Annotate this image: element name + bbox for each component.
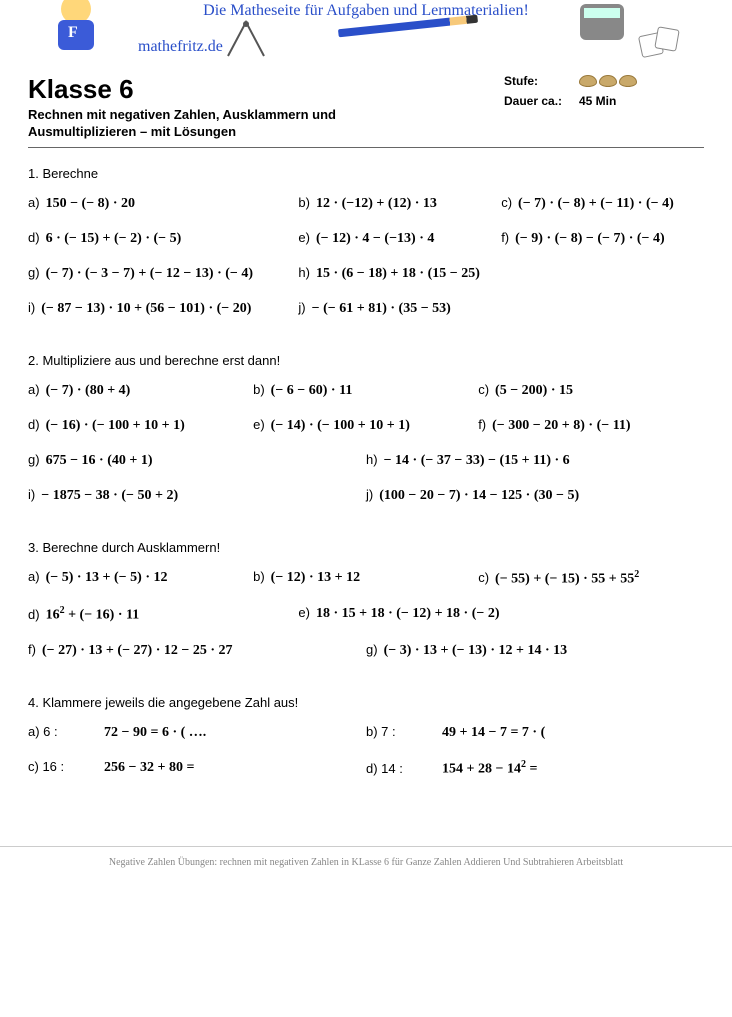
s2-f: (− 300 − 20 + 8) · (− 11) (492, 418, 630, 434)
page-title: Klasse 6 (28, 74, 504, 105)
dauer-label: Dauer ca.: (504, 94, 579, 108)
s4-d-expr: 154 + 28 − 142 = (442, 759, 537, 778)
s4-a-label: a) 6 : (28, 724, 98, 739)
s1-i: (− 87 − 13) · 10 + (56 − 101) · (− 20) (41, 301, 251, 317)
s2-e: (− 14) · (− 100 + 10 + 1) (271, 418, 410, 434)
s3-c: (− 55) + (− 15) · 55 + 552 (495, 569, 639, 588)
s3-d: 162 + (− 16) · 11 (46, 605, 140, 624)
banner: Die Matheseite für Aufgaben und Lernmate… (28, 0, 704, 70)
s2-b: (− 6 − 60) · 11 (271, 383, 353, 399)
section-4-problems: a) 6 : 72 − 90 = 6 · ( …. b) 7 : 49 + 14… (28, 724, 704, 796)
mascot-illustration: F (46, 0, 106, 64)
site-name: mathefritz.de (138, 38, 223, 56)
s2-i: − 1875 − 38 · (− 50 + 2) (41, 488, 178, 504)
section-1-title: 1. Berechne (28, 166, 704, 181)
section-3-problems: a)(− 5) · 13 + (− 5) · 12 b)(− 12) · 13 … (28, 569, 704, 677)
s2-j: (100 − 20 − 7) · 14 − 125 · (30 − 5) (379, 488, 579, 504)
s2-d: (− 16) · (− 100 + 10 + 1) (46, 418, 185, 434)
section-1-problems: a)150 − (− 8) · 20 b)12 · (−12) + (12) ·… (28, 195, 704, 335)
header-row: Klasse 6 Rechnen mit negativen Zahlen, A… (28, 74, 704, 141)
section-2-title: 2. Multipliziere aus und berechne erst d… (28, 353, 704, 368)
stufe-label: Stufe: (504, 74, 579, 88)
bean-icon (579, 75, 597, 87)
s4-d-label: d) 14 : (366, 761, 436, 776)
bean-icon (619, 75, 637, 87)
header-rule (28, 147, 704, 148)
calculator-icon (580, 4, 624, 40)
difficulty-beans (579, 75, 637, 87)
section-3-title: 3. Berechne durch Ausklammern! (28, 540, 704, 555)
s2-c: (5 − 200) · 15 (495, 383, 573, 399)
s1-g: (− 7) · (− 3 − 7) + (− 12 − 13) · (− 4) (46, 266, 253, 282)
section-2-problems: a)(− 7) · (80 + 4) b)(− 6 − 60) · 11 c)(… (28, 382, 704, 522)
s4-c-label: c) 16 : (28, 759, 98, 774)
s4-a-expr: 72 − 90 = 6 · ( …. (104, 725, 206, 741)
worksheet-page: Die Matheseite für Aufgaben und Lernmate… (0, 0, 732, 816)
s3-b: (− 12) · 13 + 12 (271, 570, 360, 586)
s4-c-expr: 256 − 32 + 80 = (104, 760, 194, 776)
s1-b: 12 · (−12) + (12) · 13 (316, 196, 437, 212)
footer-caption: Negative Zahlen Übungen: rechnen mit neg… (0, 846, 732, 876)
s1-a: 150 − (− 8) · 20 (46, 196, 135, 212)
bean-icon (599, 75, 617, 87)
s3-a: (− 5) · 13 + (− 5) · 12 (46, 570, 168, 586)
mascot-letter: F (68, 24, 78, 42)
s1-c: (− 7) · (− 8) + (− 11) · (− 4) (518, 196, 674, 212)
s2-g: 675 − 16 · (40 + 1) (46, 453, 153, 469)
dice-icon (640, 28, 680, 58)
s1-j: − (− 61 + 81) · (35 − 53) (312, 301, 451, 317)
s4-b-expr: 49 + 14 − 7 = 7 · ( (442, 725, 545, 741)
s2-h: − 14 · (− 37 − 33) − (15 + 11) · 6 (384, 453, 570, 469)
s2-a: (− 7) · (80 + 4) (46, 383, 131, 399)
page-subtitle: Rechnen mit negativen Zahlen, Ausklammer… (28, 107, 388, 141)
compass-icon (218, 18, 278, 58)
s1-h: 15 · (6 − 18) + 18 · (15 − 25) (316, 266, 480, 282)
section-4-title: 4. Klammere jeweils die angegebene Zahl … (28, 695, 704, 710)
s3-f: (− 27) · 13 + (− 27) · 12 − 25 · 27 (42, 643, 233, 659)
dauer-value: 45 Min (579, 94, 616, 108)
s4-b-label: b) 7 : (366, 724, 436, 739)
s1-d: 6 · (− 15) + (− 2) · (− 5) (46, 231, 182, 247)
meta-block: Stufe: Dauer ca.: 45 Min (504, 74, 704, 114)
s1-f: (− 9) · (− 8) − (− 7) · (− 4) (515, 231, 665, 247)
s3-e: 18 · 15 + 18 · (− 12) + 18 · (− 2) (316, 606, 500, 622)
s1-e: (− 12) · 4 − (−13) · 4 (316, 231, 434, 247)
s3-g: (− 3) · 13 + (− 13) · 12 + 14 · 13 (384, 643, 568, 659)
